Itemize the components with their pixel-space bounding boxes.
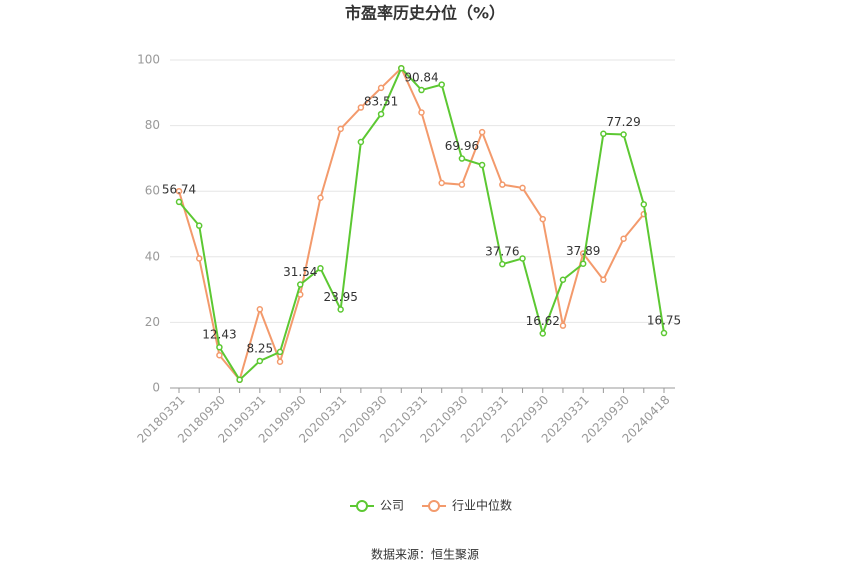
point bbox=[539, 215, 546, 223]
point bbox=[337, 125, 344, 133]
data-label: 16.75 bbox=[647, 314, 681, 328]
data-label: 77.29 bbox=[606, 115, 640, 129]
point bbox=[519, 184, 526, 192]
point bbox=[600, 130, 607, 138]
y-tick-label: 60 bbox=[145, 184, 160, 198]
data-label: 83.51 bbox=[364, 95, 398, 109]
point bbox=[458, 155, 466, 162]
point bbox=[357, 138, 365, 146]
data-label: 56.74 bbox=[162, 182, 196, 196]
y-tick-label: 80 bbox=[145, 118, 160, 132]
y-tick-label: 100 bbox=[137, 53, 160, 67]
legend-label: 公司 bbox=[380, 499, 404, 513]
point bbox=[438, 81, 445, 88]
point bbox=[499, 181, 506, 188]
point bbox=[377, 110, 385, 118]
point bbox=[256, 306, 264, 313]
point bbox=[216, 351, 223, 359]
point bbox=[418, 86, 425, 94]
point bbox=[499, 260, 506, 268]
legend-marker bbox=[428, 500, 441, 512]
point bbox=[519, 255, 526, 262]
data-label: 90.84 bbox=[404, 71, 438, 85]
point bbox=[175, 198, 183, 206]
point bbox=[438, 179, 445, 187]
point bbox=[478, 161, 486, 169]
point bbox=[458, 181, 466, 188]
data-label: 37.89 bbox=[566, 244, 600, 258]
y-tick-label: 40 bbox=[145, 249, 160, 263]
legend-label: 行业中位数 bbox=[452, 498, 512, 513]
point bbox=[620, 235, 627, 243]
series-line bbox=[178, 66, 645, 382]
data-label: 8.25 bbox=[246, 341, 273, 355]
point bbox=[600, 276, 607, 284]
legend-marker bbox=[356, 500, 368, 512]
y-tick-label: 20 bbox=[145, 315, 160, 329]
point bbox=[559, 322, 567, 329]
data-label: 16.62 bbox=[526, 314, 560, 328]
data-label: 23.95 bbox=[323, 290, 357, 304]
point bbox=[256, 357, 264, 365]
point bbox=[478, 128, 486, 136]
point bbox=[195, 255, 203, 262]
point bbox=[418, 109, 425, 116]
y-tick-label: 0 bbox=[152, 381, 160, 395]
data-label: 37.76 bbox=[485, 245, 519, 259]
point bbox=[640, 201, 648, 208]
point bbox=[236, 376, 243, 384]
chart-title: 市盈率历史分位（%） bbox=[345, 4, 505, 23]
point bbox=[297, 281, 304, 288]
point bbox=[276, 358, 284, 366]
point bbox=[620, 131, 627, 138]
point bbox=[337, 306, 344, 313]
point bbox=[660, 329, 668, 337]
point bbox=[317, 194, 324, 202]
point bbox=[175, 187, 183, 195]
data-label: 69.96 bbox=[445, 139, 479, 153]
source: 数据来源：恒生聚源 bbox=[371, 547, 479, 562]
point bbox=[276, 348, 284, 356]
point bbox=[317, 265, 324, 272]
point bbox=[579, 260, 587, 267]
data-label: 31.54 bbox=[283, 265, 317, 279]
point bbox=[377, 84, 385, 92]
point bbox=[195, 222, 203, 229]
data-label: 12.43 bbox=[202, 328, 236, 342]
point bbox=[539, 330, 546, 337]
point bbox=[398, 64, 405, 72]
point bbox=[559, 276, 567, 284]
point bbox=[357, 104, 365, 111]
point bbox=[216, 343, 223, 351]
